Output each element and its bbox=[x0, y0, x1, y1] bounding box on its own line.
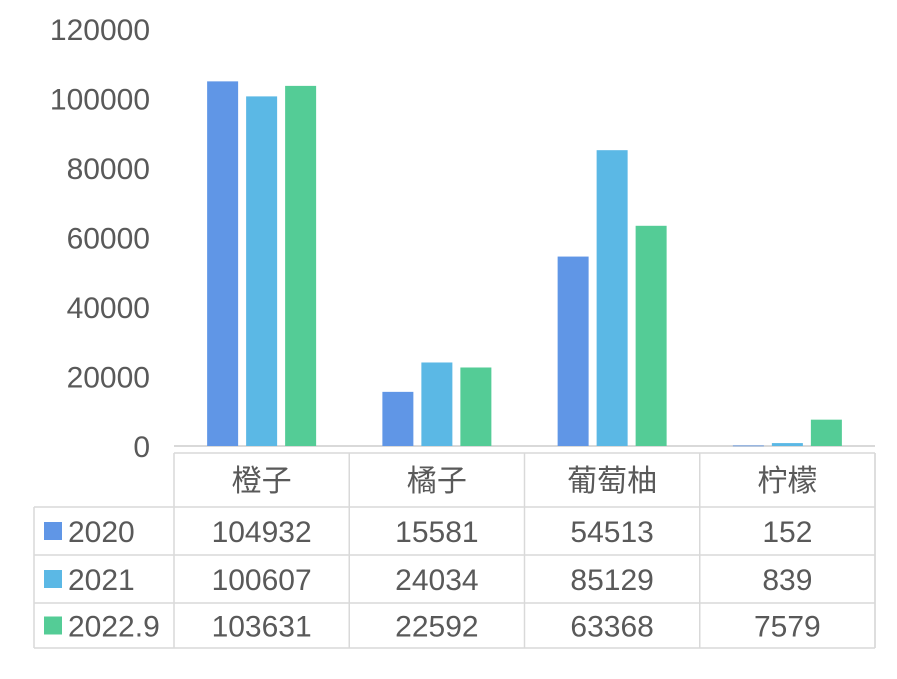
bar-2020-葡萄柚 bbox=[557, 256, 589, 446]
data-label: 15581 bbox=[395, 516, 478, 549]
bar-2021-柠檬 bbox=[771, 443, 803, 446]
series-label: 2022.9 bbox=[68, 611, 160, 644]
category-label: 橙子 bbox=[232, 465, 292, 498]
y-tick-label: 120000 bbox=[50, 14, 150, 47]
y-tick-label: 0 bbox=[133, 431, 150, 464]
bar-2021-橘子 bbox=[421, 362, 453, 446]
y-tick-label: 40000 bbox=[67, 292, 150, 325]
bar-2021-橙子 bbox=[246, 96, 278, 446]
category-label: 柠檬 bbox=[757, 465, 817, 498]
data-label: 22592 bbox=[395, 611, 478, 644]
legend-key-2021 bbox=[44, 570, 62, 588]
series-label: 2021 bbox=[68, 564, 135, 597]
bar-2020-柠檬 bbox=[732, 445, 764, 447]
bar-2022.9-橙子 bbox=[285, 85, 317, 447]
legend-key-2020 bbox=[44, 522, 62, 540]
data-label: 7579 bbox=[754, 611, 821, 644]
data-label: 839 bbox=[762, 564, 812, 597]
legend-key-2022.9 bbox=[44, 616, 62, 635]
data-table: 橙子 橘子 葡萄柚 柠檬 2020 104932 15581 54513 152 2021 1006… bbox=[33, 452, 876, 649]
series-label: 2020 bbox=[68, 516, 135, 549]
bar-2021-葡萄柚 bbox=[596, 150, 628, 446]
bars bbox=[207, 81, 842, 447]
bar-2022.9-柠檬 bbox=[810, 419, 842, 446]
y-tick-label: 100000 bbox=[50, 84, 150, 117]
category-label: 橘子 bbox=[407, 465, 467, 498]
data-label: 54513 bbox=[570, 516, 653, 549]
data-label: 85129 bbox=[570, 564, 653, 597]
data-label: 63368 bbox=[570, 611, 653, 644]
bar-2020-橙子 bbox=[207, 81, 239, 446]
y-axis: 0 20000 40000 60000 80000 100000 120000 bbox=[50, 14, 875, 464]
bar-2022.9-葡萄柚 bbox=[635, 225, 667, 446]
y-tick-label: 80000 bbox=[67, 153, 150, 186]
y-tick-label: 20000 bbox=[67, 362, 150, 395]
y-tick-label: 60000 bbox=[67, 223, 150, 256]
bar-2022.9-橘子 bbox=[460, 367, 492, 446]
bar-2020-橘子 bbox=[382, 391, 414, 446]
data-label: 100607 bbox=[212, 564, 312, 597]
data-label: 24034 bbox=[395, 564, 478, 597]
category-label: 葡萄柚 bbox=[567, 465, 657, 498]
data-label: 103631 bbox=[212, 611, 312, 644]
data-label: 152 bbox=[762, 516, 812, 549]
data-label: 104932 bbox=[212, 516, 312, 549]
